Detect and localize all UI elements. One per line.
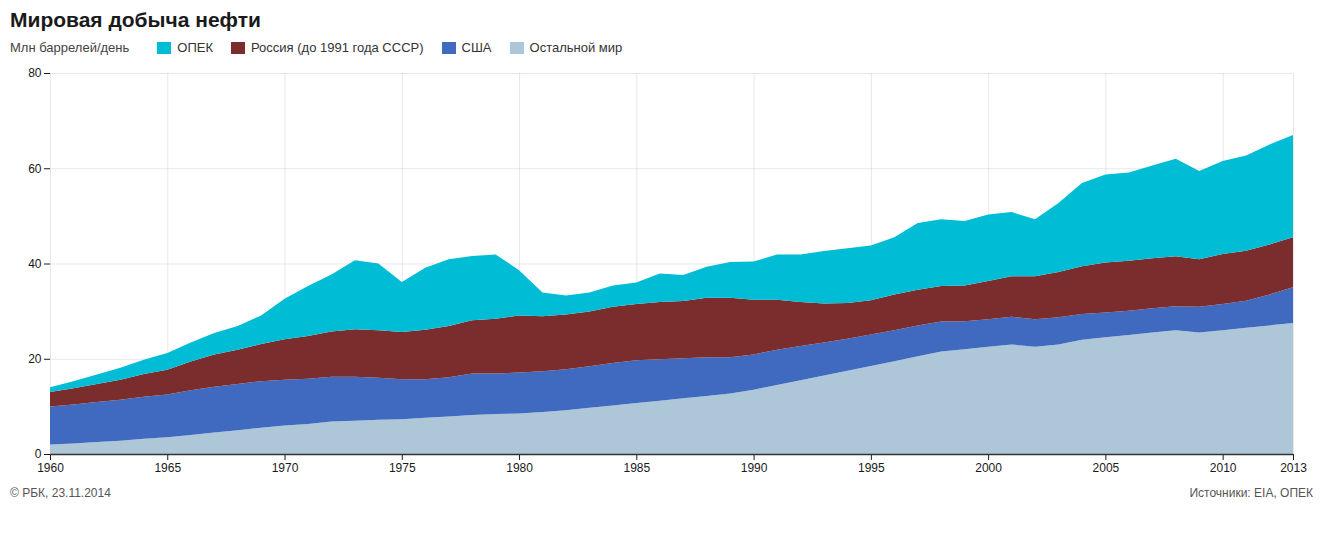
svg-text:1975: 1975 xyxy=(389,461,416,475)
html-text:Остальной мир: Остальной мир xyxy=(529,40,623,55)
html-text:США: США xyxy=(461,40,492,55)
html-text:Млн баррелей/день: Млн баррелей/день xyxy=(10,40,130,55)
svg-text:2000: 2000 xyxy=(975,461,1002,475)
svg-text:0: 0 xyxy=(35,447,42,461)
svg-text:1965: 1965 xyxy=(154,461,181,475)
svg-text:1980: 1980 xyxy=(506,461,533,475)
svg-text:1985: 1985 xyxy=(623,461,650,475)
svg-text:1970: 1970 xyxy=(272,461,299,475)
svg-text:80: 80 xyxy=(28,66,42,80)
svg-text:2013: 2013 xyxy=(1280,461,1307,475)
html-text:ОПЕК: ОПЕК xyxy=(177,40,213,55)
svg-text:40: 40 xyxy=(28,257,42,271)
svg-text:20: 20 xyxy=(28,352,42,366)
html-text:Россия (до 1991 года СССР): Россия (до 1991 года СССР) xyxy=(251,40,424,55)
html-text:Мировая добыча нефти: Мировая добыча нефти xyxy=(10,8,261,31)
svg-text:1995: 1995 xyxy=(858,461,885,475)
svg-text:2010: 2010 xyxy=(1210,461,1237,475)
svg-text:60: 60 xyxy=(28,162,42,176)
svg-text:1960: 1960 xyxy=(37,461,64,475)
html-text:© РБК, 23.11.2014: © РБК, 23.11.2014 xyxy=(10,486,111,500)
svg-text:2005: 2005 xyxy=(1093,461,1120,475)
html-text:Источники: EIA, ОПЕК: Источники: EIA, ОПЕК xyxy=(1189,486,1313,500)
svg-text:1990: 1990 xyxy=(741,461,768,475)
